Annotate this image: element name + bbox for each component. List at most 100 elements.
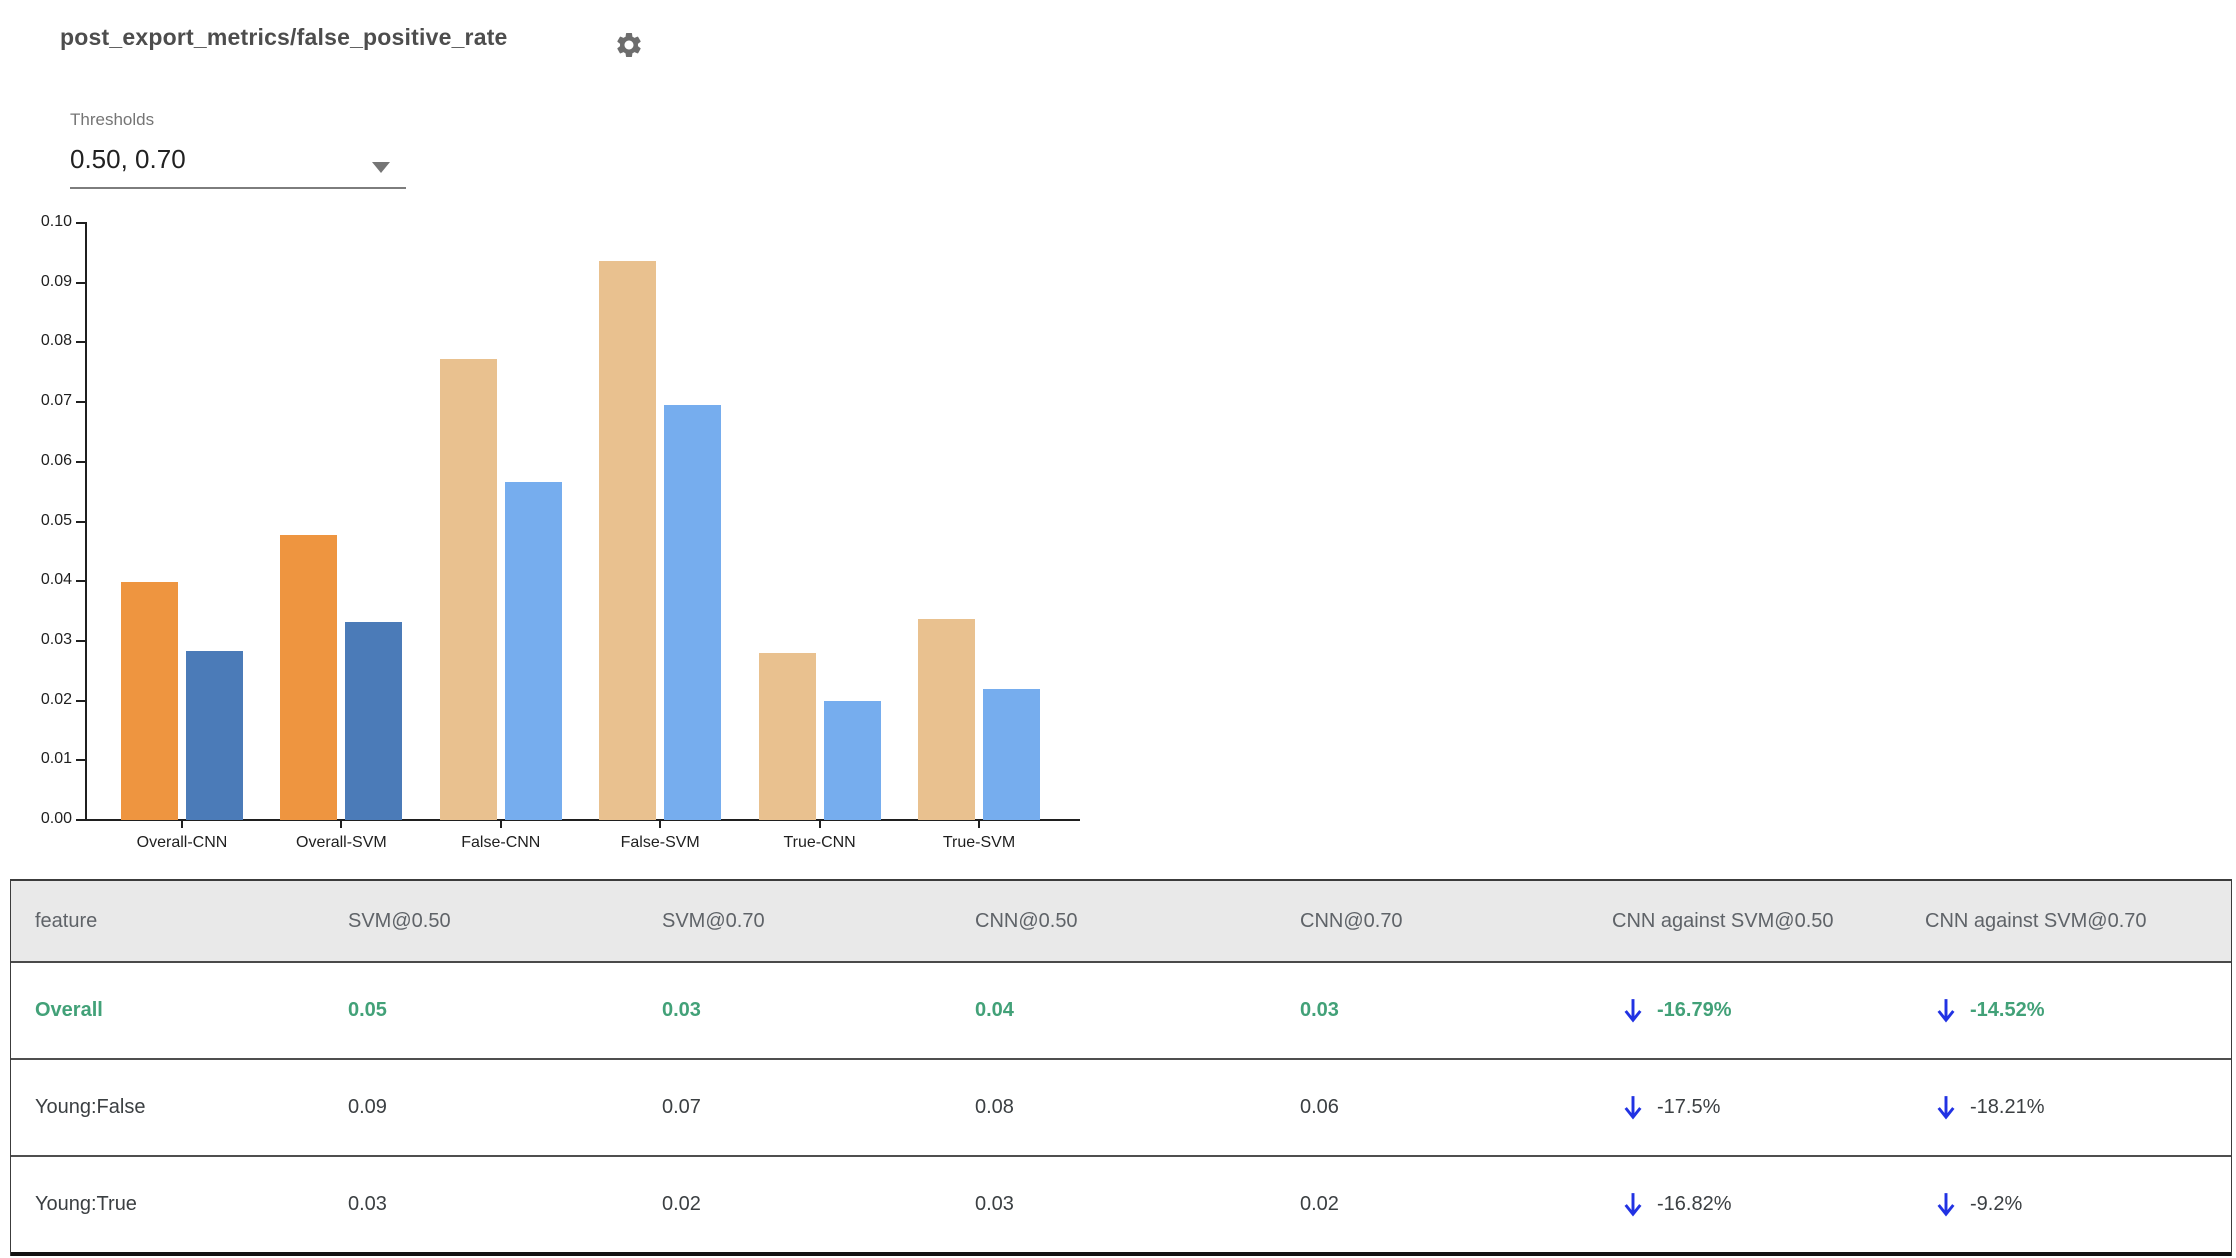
thresholds-label: Thresholds	[70, 110, 155, 129]
table-row: Young:True 0.03 0.02 0.03 0.02 -16.82% -9.2%	[11, 1157, 2231, 1256]
x-axis-tick	[181, 820, 183, 828]
x-axis-line	[85, 819, 1080, 821]
gear-icon	[617, 33, 641, 57]
y-axis-tick	[76, 341, 85, 344]
y-axis-tick-label: 0.07	[40, 392, 72, 410]
table-cell-svm70: 0.03	[662, 999, 701, 1021]
bar-true-svm-t70[interactable]	[983, 688, 1040, 820]
y-axis-tick-label: 0.10	[40, 213, 72, 230]
column-header: CNN against SVM@0.70	[1925, 909, 2147, 932]
x-axis-tick	[818, 820, 821, 828]
down-arrow-icon	[1937, 1192, 1955, 1217]
x-axis-category-label: False-CNN	[461, 834, 541, 851]
y-axis-tick-label: 0.03	[40, 630, 72, 648]
y-axis-tick	[76, 580, 85, 583]
down-arrow-icon	[1624, 998, 1642, 1023]
table-cell-svm70: 0.02	[662, 1193, 701, 1215]
table-cell-feature: Overall	[35, 999, 103, 1021]
y-axis-tick	[76, 699, 85, 702]
table-cell-cnn70: 0.02	[1300, 1193, 1339, 1215]
bar-true-cnn-t70[interactable]	[823, 700, 881, 820]
y-axis-tick	[76, 520, 85, 523]
y-axis-tick-label: 0.00	[40, 810, 72, 827]
y-axis-tick	[76, 460, 85, 463]
false-positive-rate-bar-chart: 0.10 0.09 0.08 0.07 0.06 0.05 0.04 0.03 0.02 0.01…	[0, 0, 1120, 880]
y-axis-tick	[76, 819, 85, 821]
bar-true-svm-t50[interactable]	[918, 618, 975, 820]
y-axis-tick	[76, 639, 85, 642]
bar-overall-cnn-t50[interactable]	[121, 582, 178, 820]
table-row: Young:False 0.09 0.07 0.08 0.06 -17.5% -18.21%	[11, 1060, 2231, 1157]
column-header: CNN@0.70	[1300, 909, 1403, 932]
x-axis-tick	[340, 820, 343, 828]
column-header: CNN@0.50	[975, 909, 1078, 932]
bar-overall-svm-t70[interactable]	[345, 621, 403, 820]
x-axis-category-label: True-CNN	[783, 834, 856, 851]
x-axis-tick	[978, 820, 980, 828]
x-axis-category-label: Overall-SVM	[296, 834, 387, 851]
x-axis-category-label: True-SVM	[942, 834, 1016, 851]
down-arrow-icon	[1937, 1095, 1955, 1120]
thresholds-dropdown-value[interactable]: 0.50, 0.70	[70, 144, 186, 174]
y-axis-tick	[76, 281, 85, 284]
bar-false-svm-t70[interactable]	[664, 405, 722, 820]
y-axis-tick	[76, 401, 85, 404]
comparison-value: -17.5%	[1657, 1096, 1721, 1118]
y-axis-tick-label: 0.02	[40, 690, 72, 708]
comparison-value: -16.79%	[1657, 999, 1732, 1021]
column-header: feature	[35, 909, 98, 932]
column-header: SVM@0.50	[348, 909, 451, 932]
y-axis-tick-label: 0.09	[40, 272, 72, 290]
table-header-row: feature SVM@0.50 SVM@0.70 CNN@0.50 CNN@0.70 C…	[11, 881, 2231, 963]
bar-false-cnn-t70[interactable]	[504, 481, 562, 820]
column-header: SVM@0.70	[662, 909, 765, 932]
dropdown-underline	[70, 187, 406, 189]
table-cell-cnn50: 0.03	[975, 1193, 1014, 1215]
table-cell-cnn70: 0.06	[1300, 1096, 1339, 1118]
bar-true-cnn-t50[interactable]	[758, 653, 816, 820]
y-axis-tick	[76, 222, 85, 224]
x-axis-tick	[659, 820, 662, 828]
table-cell-cmp70: -18.21%	[1901, 1093, 2231, 1123]
settings-gear-icon[interactable]	[614, 30, 644, 60]
y-axis-tick-label: 0.05	[40, 511, 72, 529]
bar-overall-svm-t50[interactable]	[280, 534, 338, 820]
x-axis-category-label: Overall-CNN	[136, 834, 228, 851]
table-cell-svm50: 0.09	[348, 1096, 387, 1118]
table-cell-cmp50: -16.79%	[1588, 996, 1901, 1026]
table-cell-cmp70: -9.2%	[1901, 1190, 2231, 1220]
y-axis-line	[85, 222, 87, 821]
table-cell-cmp50: -16.82%	[1588, 1190, 1901, 1220]
y-axis-tick-label: 0.06	[40, 451, 72, 469]
table-cell-cmp50: -17.5%	[1588, 1093, 1901, 1123]
y-axis-tick-label: 0.08	[40, 332, 72, 350]
x-axis-tick	[499, 820, 502, 828]
down-arrow-icon	[1624, 1095, 1642, 1120]
y-axis-tick-label: 0.04	[40, 571, 72, 589]
table-row: Overall 0.05 0.03 0.04 0.03 -16.79% -14.52%	[11, 963, 2231, 1060]
table-cell-feature: Young:True	[35, 1193, 137, 1215]
comparison-value: -18.21%	[1970, 1096, 2045, 1118]
bar-overall-cnn-t70[interactable]	[186, 651, 243, 820]
table-cell-cnn50: 0.04	[975, 999, 1014, 1021]
comparison-value: -14.52%	[1970, 999, 2045, 1021]
metrics-table: feature SVM@0.50 SVM@0.70 CNN@0.50 CNN@0.70 C…	[10, 879, 2232, 1256]
chevron-down-icon[interactable]	[372, 162, 390, 173]
table-cell-svm50: 0.03	[348, 1193, 387, 1215]
table-cell-svm50: 0.05	[348, 999, 387, 1021]
y-axis-tick-label: 0.01	[40, 750, 72, 768]
down-arrow-icon	[1937, 998, 1955, 1023]
down-arrow-icon	[1624, 1192, 1642, 1217]
page-title: post_export_metrics/false_positive_rate	[60, 24, 508, 50]
comparison-value: -16.82%	[1657, 1193, 1732, 1215]
column-header: CNN against SVM@0.50	[1612, 909, 1834, 932]
table-cell-svm70: 0.07	[662, 1096, 701, 1118]
x-axis-category-label: False-SVM	[620, 834, 700, 851]
bar-false-svm-t50[interactable]	[599, 260, 657, 820]
table-cell-cnn50: 0.08	[975, 1096, 1014, 1118]
table-cell-feature: Young:False	[35, 1096, 146, 1118]
comparison-value: -9.2%	[1970, 1193, 2023, 1215]
bar-false-cnn-t50[interactable]	[439, 358, 497, 820]
y-axis-tick	[76, 759, 85, 762]
